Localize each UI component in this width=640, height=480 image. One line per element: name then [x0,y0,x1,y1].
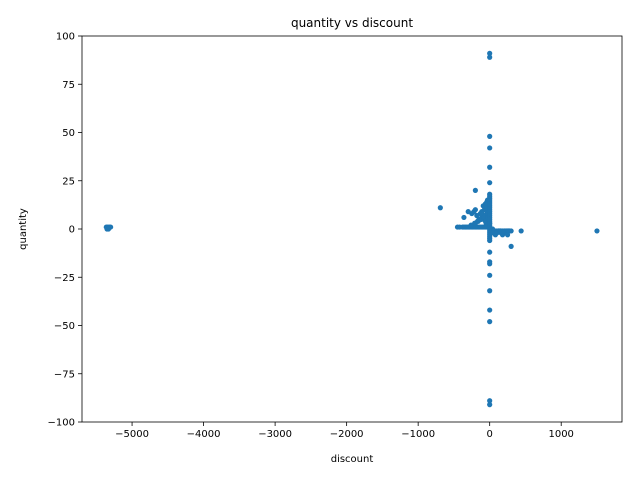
data-point [437,205,443,211]
data-point [487,398,493,404]
data-point [501,228,507,234]
y-tick-label: −25 [54,273,75,284]
y-tick-label: 100 [56,32,75,43]
x-tick-label: −5000 [115,429,149,440]
y-tick-label: 50 [62,128,75,139]
data-point [487,402,493,408]
data-point [487,201,493,207]
data-point [504,228,511,234]
data-point [487,193,493,199]
data-point [487,220,493,226]
y-axis-title: quantity [18,208,29,250]
x-axis: −5000 −4000 −3000 −2000 −1000 0 1000 [115,422,574,440]
data-point [461,214,467,221]
x-tick-label: 1000 [548,429,573,440]
data-point [508,243,514,249]
y-tick-label: 0 [69,225,75,236]
y-axis: −100 −75 −50 −25 0 25 50 75 100 [48,32,82,429]
data-point [487,180,493,186]
data-point [472,187,478,193]
x-tick-label: −2000 [330,429,364,440]
data-point [487,236,493,242]
scatter-points [103,50,600,408]
data-point [497,228,504,234]
y-tick-label: −100 [48,418,75,429]
data-point [487,164,493,170]
y-tick-label: 25 [62,176,75,187]
y-tick-label: 75 [62,80,75,91]
data-point [487,272,493,278]
x-tick-label: 0 [486,429,492,440]
data-point [487,209,493,215]
data-point [487,319,493,325]
data-point [487,261,493,267]
x-tick-label: −3000 [258,429,292,440]
data-point [518,228,524,234]
x-tick-label: −1000 [401,429,435,440]
chart-title: quantity vs discount [291,16,413,30]
data-point [487,205,493,211]
data-point [487,197,493,203]
data-point [504,232,511,238]
data-point [487,133,493,139]
data-point [487,54,493,60]
data-point [487,249,493,255]
y-tick-label: −50 [54,321,75,332]
data-point [487,212,493,219]
data-point [478,210,484,217]
y-tick-label: −75 [54,369,75,380]
data-point [490,230,496,236]
x-tick-label: −4000 [187,429,221,440]
data-point [594,228,600,234]
data-point [487,50,493,56]
data-point [105,226,112,232]
data-point [487,307,493,313]
data-point [472,207,478,213]
data-point [487,145,493,151]
data-point [487,216,493,222]
data-point [487,288,493,294]
x-axis-title: discount [331,454,374,465]
